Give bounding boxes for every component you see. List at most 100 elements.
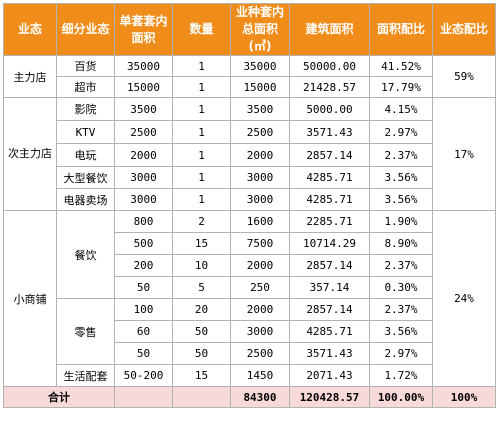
unit-area-cell: 3000 (114, 166, 173, 189)
header-gross-area: 建筑面积 (289, 3, 370, 56)
gross-area-cell: 2857.14 (289, 254, 370, 277)
table-row: 零售 100 20 2000 2857.14 2.37% (4, 298, 496, 365)
subtype-cell: 影院 (56, 97, 115, 121)
total-gross-sum: 120428.57 (289, 386, 370, 408)
group-small-ratio: 24% (432, 210, 496, 387)
subtype-cell: 生活配套 (56, 364, 115, 387)
total-area-ratio: 100.00% (369, 386, 433, 408)
quantity-cell: 10 (172, 254, 231, 277)
table-row: 大型餐饮 3000 1 3000 4285.71 3.56% (4, 166, 496, 189)
header-type: 业态 (3, 3, 57, 56)
area-ratio-cell: 2.37% (369, 254, 433, 277)
gross-area-cell: 2857.14 (289, 298, 370, 321)
area-ratio-cell: 1.72% (369, 364, 433, 387)
unit-area-cell: 2500 (114, 120, 173, 144)
unit-area-cell: 50-200 (114, 364, 173, 387)
subtype-cell: KTV (56, 120, 115, 144)
area-ratio-cell: 2.97% (369, 120, 433, 144)
total-label: 合计 (3, 386, 115, 408)
group-main-ratio: 59% (432, 55, 496, 98)
total-area-cell: 15000 (230, 76, 290, 98)
gross-area-cell: 4285.71 (289, 188, 370, 211)
unit-area-cell: 15000 (114, 76, 173, 98)
total-area-cell: 7500 (230, 232, 290, 255)
total-blank-cell (172, 386, 231, 408)
total-area-cell: 2000 (230, 143, 290, 167)
gross-area-cell: 4285.71 (289, 166, 370, 189)
area-ratio-cell: 1.90% (369, 210, 433, 233)
total-type-ratio: 100% (432, 386, 496, 408)
group-secondary-ratio: 17% (432, 97, 496, 211)
subtype-cell: 餐饮 (56, 210, 115, 299)
table-row: 小商铺 餐饮 800 2 1600 2285.71 1.90% 24% (3, 210, 496, 387)
gross-area-cell: 10714.29 (289, 232, 370, 255)
area-ratio-cell: 3.56% (369, 166, 433, 189)
table-row: 超市 15000 1 15000 21428.57 17.79% (4, 76, 496, 98)
total-row: 合计 84300 120428.57 100.00% 100% (3, 386, 496, 408)
gross-area-cell: 21428.57 (289, 76, 370, 98)
unit-area-cell: 800 (114, 210, 173, 233)
total-area-cell: 1600 (230, 210, 290, 233)
gross-area-cell: 3571.43 (289, 342, 370, 365)
unit-area-cell: 100 (114, 298, 173, 321)
quantity-cell: 1 (172, 97, 231, 121)
gross-area-cell: 357.14 (289, 276, 370, 299)
quantity-cell: 1 (172, 55, 231, 77)
total-area-cell: 3000 (230, 166, 290, 189)
header-quantity: 数量 (172, 3, 231, 56)
subtype-cell: 百货 (56, 55, 115, 77)
gross-area-cell: 3571.43 (289, 120, 370, 144)
table-row: KTV 2500 1 2500 3571.43 2.97% (4, 120, 496, 144)
total-area-cell: 1450 (230, 364, 290, 387)
area-ratio-cell: 4.15% (369, 97, 433, 121)
header-row: 业态 细分业态 单套套内面积 数量 业种套内总面积(㎡) 建筑面积 面积配比 业… (3, 3, 496, 56)
subtype-cell: 大型餐饮 (56, 166, 115, 189)
table-row: 生活配套 50-200 15 1450 2071.43 1.72% (4, 364, 496, 387)
quantity-cell: 2 (172, 210, 231, 233)
unit-area-cell: 35000 (114, 55, 173, 77)
table-row: 200 10 2000 2857.14 2.37% (4, 254, 496, 277)
subtype-cell: 零售 (56, 298, 115, 365)
header-total-area: 业种套内总面积(㎡) (230, 3, 290, 56)
area-ratio-cell: 2.97% (369, 342, 433, 365)
total-area-cell: 3000 (230, 188, 290, 211)
gross-area-cell: 4285.71 (289, 320, 370, 343)
header-unit-area: 单套套内面积 (114, 3, 173, 56)
quantity-cell: 15 (172, 232, 231, 255)
area-ratio-cell: 0.30% (369, 276, 433, 299)
gross-area-cell: 2071.43 (289, 364, 370, 387)
total-area-cell: 3500 (230, 97, 290, 121)
subtype-cell: 电器卖场 (56, 188, 115, 211)
quantity-cell: 20 (172, 298, 231, 321)
total-area-cell: 2000 (230, 298, 290, 321)
total-area-cell: 250 (230, 276, 290, 299)
header-type-ratio: 业态配比 (432, 3, 496, 56)
quantity-cell: 15 (172, 364, 231, 387)
area-ratio-cell: 41.52% (369, 55, 433, 77)
unit-area-cell: 50 (114, 342, 173, 365)
quantity-cell: 1 (172, 166, 231, 189)
gross-area-cell: 2857.14 (289, 143, 370, 167)
quantity-cell: 1 (172, 143, 231, 167)
area-ratio-cell: 8.90% (369, 232, 433, 255)
quantity-cell: 1 (172, 76, 231, 98)
area-ratio-cell: 17.79% (369, 76, 433, 98)
unit-area-cell: 500 (114, 232, 173, 255)
quantity-cell: 5 (172, 276, 231, 299)
table-row: 电玩 2000 1 2000 2857.14 2.37% (4, 143, 496, 167)
unit-area-cell: 200 (114, 254, 173, 277)
table-row: 50 50 2500 3571.43 2.97% (4, 342, 496, 365)
unit-area-cell: 3000 (114, 188, 173, 211)
total-area-cell: 2000 (230, 254, 290, 277)
unit-area-cell: 50 (114, 276, 173, 299)
gross-area-cell: 2285.71 (289, 210, 370, 233)
business-mix-table: 业态 细分业态 单套套内面积 数量 业种套内总面积(㎡) 建筑面积 面积配比 业… (3, 3, 496, 408)
group-small-label: 小商铺 (3, 210, 57, 387)
total-area-cell: 3000 (230, 320, 290, 343)
subtype-cell: 超市 (56, 76, 115, 98)
group-secondary-label: 次主力店 (3, 97, 57, 211)
unit-area-cell: 60 (114, 320, 173, 343)
table-row: 500 15 7500 10714.29 8.90% (4, 232, 496, 255)
total-area-cell: 35000 (230, 55, 290, 77)
total-area-cell: 2500 (230, 342, 290, 365)
